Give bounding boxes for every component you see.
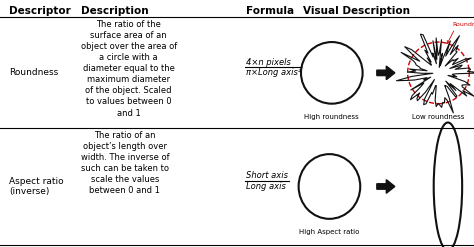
FancyArrow shape xyxy=(377,180,395,193)
Text: Long axis: Long axis xyxy=(246,182,286,191)
Text: Descriptor: Descriptor xyxy=(9,6,71,16)
Text: Formula: Formula xyxy=(246,6,295,16)
Text: Aspect ratio
(inverse): Aspect ratio (inverse) xyxy=(9,177,64,196)
Text: 4×n pixels: 4×n pixels xyxy=(246,58,292,67)
Text: π×Long axis²: π×Long axis² xyxy=(246,68,302,77)
FancyArrow shape xyxy=(377,66,395,80)
Text: Low roundness: Low roundness xyxy=(412,114,465,120)
Text: High Aspect ratio: High Aspect ratio xyxy=(299,229,360,235)
Text: The ratio of the
surface area of an
object over the area of
a circle with a
diam: The ratio of the surface area of an obje… xyxy=(81,20,177,118)
Text: High roundness: High roundness xyxy=(304,114,359,120)
Text: Roundness: Roundness xyxy=(9,68,59,77)
Text: Short axis: Short axis xyxy=(246,171,289,180)
Text: Roundness: Roundness xyxy=(453,22,474,27)
Text: Visual Description: Visual Description xyxy=(303,6,410,16)
Text: The ratio of an
object’s length over
width. The inverse of
such can be taken to
: The ratio of an object’s length over wid… xyxy=(81,131,169,195)
Text: Description: Description xyxy=(81,6,148,16)
